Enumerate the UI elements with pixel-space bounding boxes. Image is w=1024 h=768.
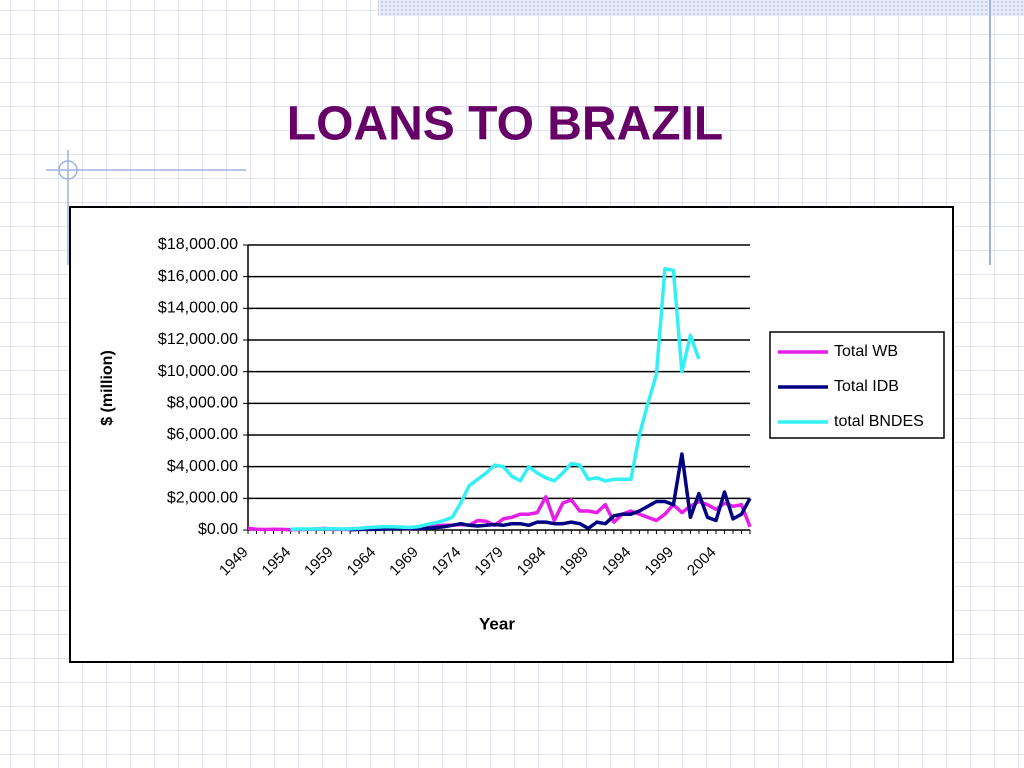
y-tick-label: $4,000.00 (167, 458, 238, 475)
y-tick-label: $8,000.00 (167, 395, 238, 412)
y-tick-label: $2,000.00 (167, 490, 238, 507)
slide-title: LOANS TO BRAZIL (287, 98, 723, 151)
decor-circle (58, 160, 78, 180)
legend-label: total BNDES (834, 413, 924, 430)
series-line (290, 267, 701, 531)
x-axis-title: Year (479, 614, 515, 633)
y-tick-label: $6,000.00 (167, 426, 238, 443)
y-tick-label: $10,000.00 (158, 363, 238, 380)
y-axis-title: $ (million) (99, 350, 116, 426)
y-tick-label: $18,000.00 (158, 236, 238, 253)
y-tick-label: $0.00 (198, 521, 238, 538)
y-tick-label: $14,000.00 (158, 300, 238, 317)
y-tick-label: $16,000.00 (158, 268, 238, 285)
legend-label: Total IDB (834, 378, 899, 395)
y-tick-label: $12,000.00 (158, 331, 238, 348)
legend-label: Total WB (834, 343, 898, 360)
decor-band (378, 0, 1024, 16)
